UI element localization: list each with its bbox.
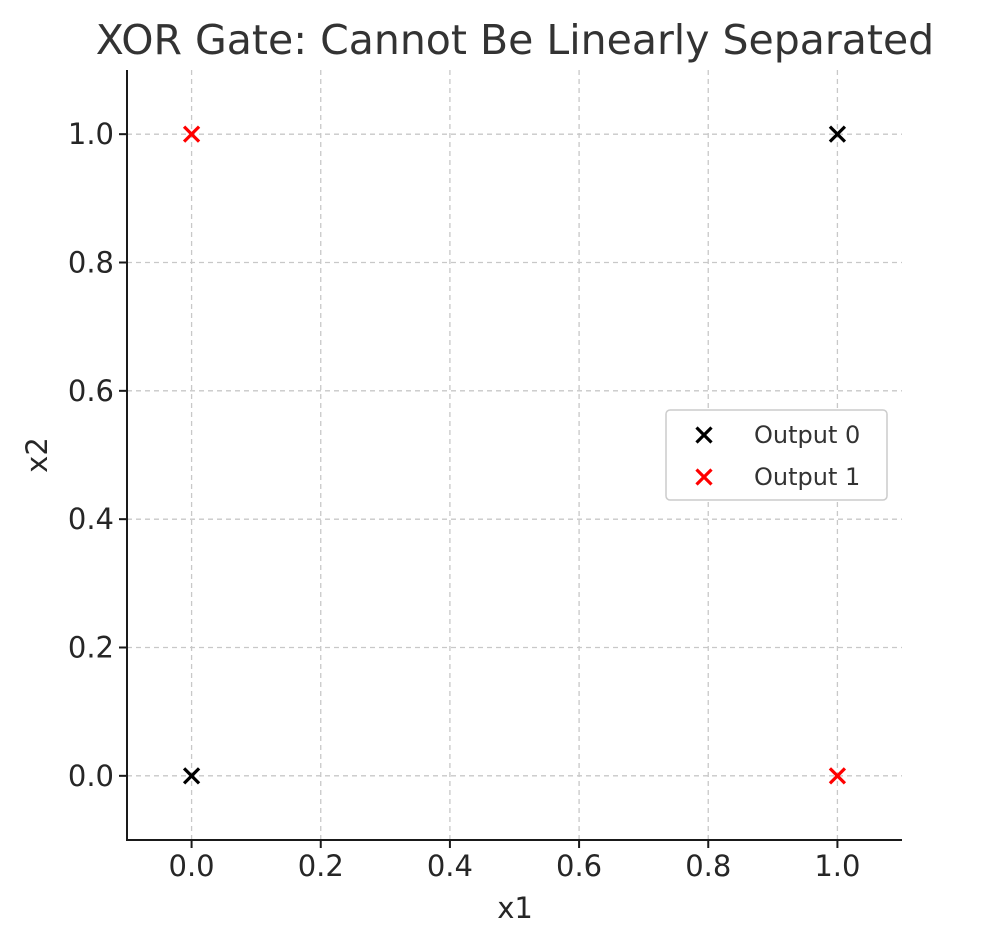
x-axis-title: x1	[497, 891, 533, 925]
y-tick-label: 1.0	[68, 117, 114, 151]
grid	[127, 70, 902, 840]
chart-title: XOR Gate: Cannot Be Linearly Separated	[96, 16, 934, 64]
data-point	[828, 125, 847, 143]
x-tick-label: 0.6	[556, 849, 602, 883]
data-point	[182, 125, 201, 143]
x-tick-label: 0.4	[427, 849, 473, 883]
legend-box	[665, 409, 888, 501]
x-tick-label: 0.2	[298, 849, 344, 883]
data-points	[182, 125, 847, 785]
legend-marker	[695, 468, 713, 486]
y-tick-label: 0.8	[68, 246, 114, 280]
x-tick-label: 0.8	[685, 849, 731, 883]
axes: 0.0 0.2 0.4 0.6 0.8 1.0 0.0 0.2 0.4 0.6 0.8 1.0	[68, 70, 902, 883]
x-tick-label: 1.0	[814, 849, 860, 883]
legend-label: Output 1	[754, 463, 860, 491]
data-point	[828, 767, 847, 785]
y-tick-label: 0.4	[68, 502, 114, 536]
legend-marker	[695, 426, 713, 444]
y-axis-title: x2	[20, 437, 54, 473]
data-point	[182, 767, 201, 785]
y-tick-label: 0.0	[68, 759, 114, 793]
y-tick-label: 0.6	[68, 374, 114, 408]
legend: Output 0 Output 1	[665, 409, 888, 501]
x-tick-label: 0.0	[169, 849, 215, 883]
legend-label: Output 0	[754, 421, 860, 449]
y-tick-label: 0.2	[68, 631, 114, 665]
